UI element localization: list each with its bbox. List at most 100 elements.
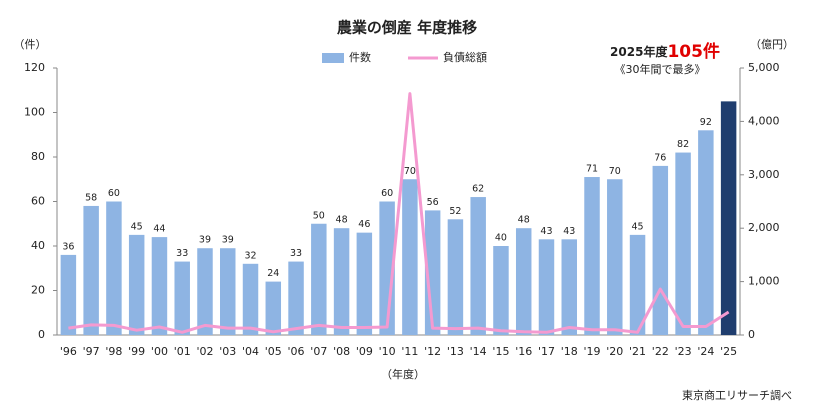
- chart-title: 農業の倒産 年度推移: [337, 19, 477, 37]
- y2-tick-label: 2,000: [748, 221, 780, 234]
- bar: [538, 239, 555, 335]
- x-tick-label: '20: [606, 345, 623, 358]
- y2-tick-label: 0: [748, 328, 755, 341]
- value-label: 48: [336, 215, 348, 226]
- bar: [128, 234, 145, 335]
- bar: [675, 152, 691, 335]
- bar: [60, 254, 77, 335]
- x-tick-label: '96: [60, 345, 77, 358]
- x-tick-label: '14: [470, 345, 487, 358]
- y2-axis-label: （億円）: [750, 38, 794, 51]
- x-tick-label: '13: [447, 345, 464, 358]
- bar: [629, 234, 646, 335]
- bar: [197, 248, 213, 335]
- x-tick-label: '18: [561, 345, 578, 358]
- x-tick-label: '11: [401, 345, 418, 358]
- value-label: 70: [609, 166, 621, 177]
- annotation-prefix: 2025年度: [610, 44, 668, 59]
- x-axis-label: （年度）: [381, 367, 425, 381]
- x-tick-label: '00: [151, 345, 168, 358]
- bar: [515, 228, 532, 335]
- annotation: 2025年度105件: [610, 41, 720, 62]
- x-tick-label: '05: [265, 345, 282, 358]
- value-label: 71: [586, 164, 598, 175]
- value-label: 48: [518, 215, 530, 226]
- x-tick-label: '23: [675, 345, 692, 358]
- y-tick-label: 80: [31, 150, 45, 163]
- bar: [220, 248, 236, 335]
- x-tick-label: '97: [83, 345, 100, 358]
- value-label: 92: [700, 117, 712, 128]
- bar: [265, 281, 282, 335]
- x-tick-label: '15: [492, 345, 509, 358]
- bar: [720, 101, 737, 335]
- value-label: 58: [85, 192, 97, 203]
- value-label: 43: [540, 226, 552, 237]
- x-tick-label: '17: [538, 345, 555, 358]
- y-tick-label: 120: [24, 61, 45, 74]
- value-label: 43: [563, 226, 575, 237]
- annotation-note: 《30年間で最多》: [615, 62, 706, 76]
- bar: [561, 239, 577, 335]
- bar: [106, 201, 122, 335]
- x-tick-label: '98: [105, 345, 122, 358]
- value-label: 32: [244, 250, 256, 261]
- bar: [151, 237, 168, 335]
- bar: [242, 263, 259, 335]
- bar: [333, 228, 350, 335]
- bar: [607, 179, 623, 335]
- x-tick-label: '24: [697, 345, 714, 358]
- legend-label: 負債総額: [443, 50, 487, 64]
- x-tick-label: '06: [288, 345, 305, 358]
- value-label: 24: [267, 268, 279, 279]
- legend-label: 件数: [349, 51, 371, 64]
- x-tick-label: '04: [242, 345, 259, 358]
- bar: [584, 177, 600, 335]
- y-tick-label: 40: [31, 239, 45, 252]
- bar: [356, 232, 373, 335]
- value-label: 46: [358, 219, 370, 230]
- y2-tick-label: 1,000: [748, 275, 780, 288]
- y2-tick-label: 5,000: [748, 61, 780, 74]
- x-tick-label: '19: [584, 345, 601, 358]
- x-tick-label: '09: [356, 345, 373, 358]
- x-tick-label: '01: [174, 345, 191, 358]
- value-label: 70: [404, 166, 416, 177]
- value-label: 60: [108, 188, 120, 199]
- value-label: 40: [495, 233, 507, 244]
- x-tick-label: '16: [515, 345, 532, 358]
- x-tick-label: '10: [379, 345, 396, 358]
- bar: [402, 179, 418, 335]
- bar: [83, 205, 99, 335]
- value-label: 60: [381, 188, 393, 199]
- bar: [698, 130, 714, 335]
- value-label: 56: [427, 197, 439, 208]
- x-tick-label: '12: [424, 345, 441, 358]
- y2-tick-label: 3,000: [748, 168, 780, 181]
- bar: [470, 197, 486, 335]
- value-label: 52: [449, 206, 461, 217]
- value-label: 39: [222, 235, 234, 246]
- value-label: 50: [313, 210, 325, 221]
- x-tick-label: '02: [196, 345, 213, 358]
- y-tick-label: 20: [31, 284, 45, 297]
- value-label: 45: [131, 221, 143, 232]
- value-label: 33: [290, 248, 302, 259]
- bar: [493, 246, 509, 335]
- value-label: 36: [62, 241, 74, 252]
- annotation-highlight: 105件: [667, 41, 720, 62]
- bar: [174, 261, 190, 335]
- value-label: 62: [472, 184, 484, 195]
- value-label: 45: [632, 221, 644, 232]
- bar: [311, 223, 327, 335]
- bar: [288, 261, 304, 335]
- value-label: 44: [153, 224, 165, 235]
- bar: [447, 219, 464, 335]
- x-tick-label: '99: [128, 345, 145, 358]
- value-label: 39: [199, 235, 211, 246]
- y-tick-label: 0: [38, 328, 45, 341]
- bar: [652, 165, 669, 335]
- legend-swatch: [322, 53, 344, 63]
- x-tick-label: '21: [629, 345, 646, 358]
